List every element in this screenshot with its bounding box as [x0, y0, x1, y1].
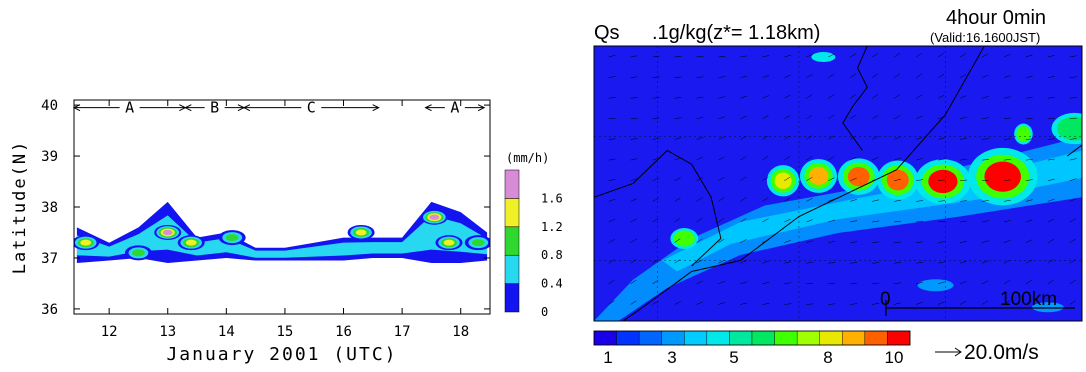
rain-core: [429, 214, 439, 219]
convective-cell: [928, 170, 957, 193]
vector-reference-label: 20.0m/s: [964, 341, 1039, 364]
period-label: A: [450, 99, 459, 117]
rain-core: [226, 234, 239, 241]
y-tick-label: 36: [41, 302, 58, 318]
scale-end-label: 100km: [1000, 289, 1057, 310]
rain-core: [80, 240, 91, 246]
rain-core: [186, 240, 197, 246]
right-title-qs: Qs: [594, 22, 620, 44]
colorbar-segment: [617, 331, 640, 345]
y-tick-label: 37: [41, 251, 58, 267]
colorbar-segment: [594, 331, 617, 345]
colorbar-segment: [729, 331, 752, 345]
colorbar-segment: [797, 331, 820, 345]
colorbar-tick-label: 1.6: [541, 191, 563, 205]
left-colorbar-title: (mm/h): [506, 151, 549, 165]
period-label: C: [307, 99, 316, 117]
colorbar-segment: [775, 331, 798, 345]
scale-start-label: 0: [880, 289, 891, 310]
colorbar-segment: [662, 331, 685, 345]
y-tick-label: 38: [41, 200, 58, 216]
convective-cell: [809, 167, 829, 185]
model-map: Qs .1g/kg(z*= 1.18km) 4hour 0min (Valid:…: [594, 7, 1086, 367]
rain-core: [163, 230, 173, 235]
convective-cell: [1019, 129, 1029, 140]
colorbar-tick-label: 0.8: [541, 248, 563, 262]
colorbar-segment: [639, 331, 662, 345]
colorbar-tick-label: 0: [541, 305, 548, 319]
colorbar-tick-label: 0.4: [541, 277, 563, 291]
colorbar-segment: [887, 331, 910, 345]
x-tick-label: 18: [452, 324, 469, 340]
moisture-patch: [918, 279, 954, 291]
right-title-threshold: .1g/kg(z*= 1.18km): [652, 22, 820, 44]
right-title-valid: (Valid:16.1600JST): [930, 30, 1040, 45]
x-tick-label: 15: [276, 324, 293, 340]
rain-core: [472, 239, 485, 246]
rain-core: [356, 229, 367, 235]
x-tick-label: 14: [218, 324, 235, 340]
convective-cell: [848, 167, 870, 186]
moisture-patch: [811, 52, 835, 62]
x-tick-label: 13: [159, 324, 176, 340]
left-x-axis-label: January 2001 (UTC): [166, 344, 397, 365]
x-tick-label: 16: [335, 324, 352, 340]
x-tick-label: 12: [101, 324, 118, 340]
period-label: A: [125, 99, 134, 117]
y-tick-label: 39: [41, 149, 58, 165]
x-tick-label: 17: [394, 324, 411, 340]
colorbar-tick-label: 10: [885, 348, 904, 367]
colorbar-segment: [752, 331, 775, 345]
colorbar-tick-label: 1.2: [541, 220, 563, 234]
convective-cell: [775, 173, 792, 190]
period-label: B: [210, 99, 219, 117]
colorbar-bin: [505, 255, 519, 283]
colorbar-segment: [820, 331, 843, 345]
left-y-axis-label: Latitude(N): [10, 140, 30, 275]
colorbar-bin: [505, 227, 519, 255]
colorbar-tick-label: 3: [667, 348, 676, 367]
colorbar-bin: [505, 284, 519, 312]
colorbar-segment: [865, 331, 888, 345]
colorbar-segment: [842, 331, 865, 345]
colorbar-segment: [684, 331, 707, 345]
colorbar-tick-label: 5: [729, 348, 738, 367]
colorbar-bin: [505, 170, 519, 198]
rain-core: [132, 249, 145, 256]
colorbar-tick-label: 8: [823, 348, 832, 367]
rain-core: [444, 240, 455, 246]
colorbar-tick-label: 1: [603, 348, 612, 367]
colorbar-bin: [505, 198, 519, 226]
right-title-time: 4hour 0min: [946, 7, 1046, 29]
colorbar-segment: [707, 331, 730, 345]
hovmoller-chart: 12 13 14 15 16 17 18 40 39 38 37 36 A B C A January 2…: [10, 98, 563, 365]
convective-cell: [984, 162, 1021, 192]
y-tick-label: 40: [41, 98, 58, 114]
convective-cell: [677, 233, 692, 244]
